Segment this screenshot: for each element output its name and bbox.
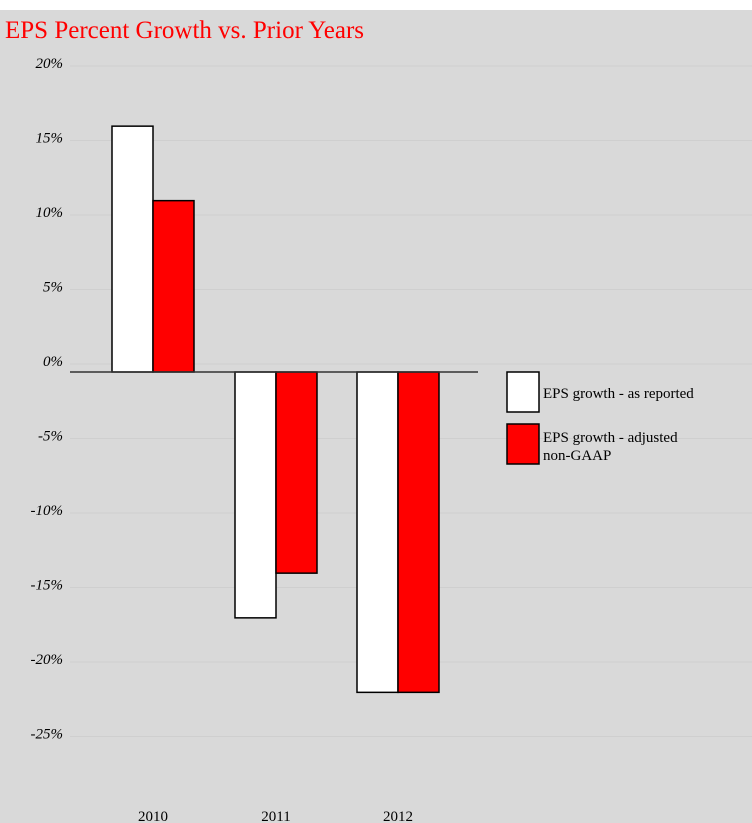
y-tick-label: -5%	[38, 429, 63, 445]
x-tick-label: 2010	[138, 809, 168, 823]
bar-as-reported-2011	[234, 371, 277, 619]
y-tick-label: 15%	[36, 131, 64, 147]
legend-swatch-as-reported	[506, 371, 540, 413]
y-tick-label: 5%	[43, 280, 63, 296]
x-tick-label: 2011	[261, 809, 290, 823]
bar-adjusted-2010	[152, 199, 195, 373]
bar-as-reported-2010	[111, 125, 154, 373]
y-tick-label: -15%	[31, 578, 64, 594]
legend-swatch-adjusted	[506, 423, 540, 465]
y-tick-label: -20%	[31, 652, 64, 668]
bar-adjusted-2012	[397, 371, 440, 694]
y-tick-label: -25%	[31, 727, 64, 743]
y-tick-label: 10%	[36, 205, 64, 221]
y-tick-label: 20%	[36, 56, 64, 72]
y-tick-label: 0%	[43, 354, 63, 370]
legend-label-adjusted: EPS growth - adjusted non-GAAP	[543, 430, 678, 464]
bar-as-reported-2012	[356, 371, 399, 694]
y-tick-label: -10%	[31, 503, 64, 519]
x-tick-label: 2012	[383, 809, 413, 823]
chart-title: EPS Percent Growth vs. Prior Years	[5, 17, 364, 44]
legend-label-as-reported: EPS growth - as reported	[543, 386, 694, 402]
bar-adjusted-2011	[275, 371, 318, 574]
